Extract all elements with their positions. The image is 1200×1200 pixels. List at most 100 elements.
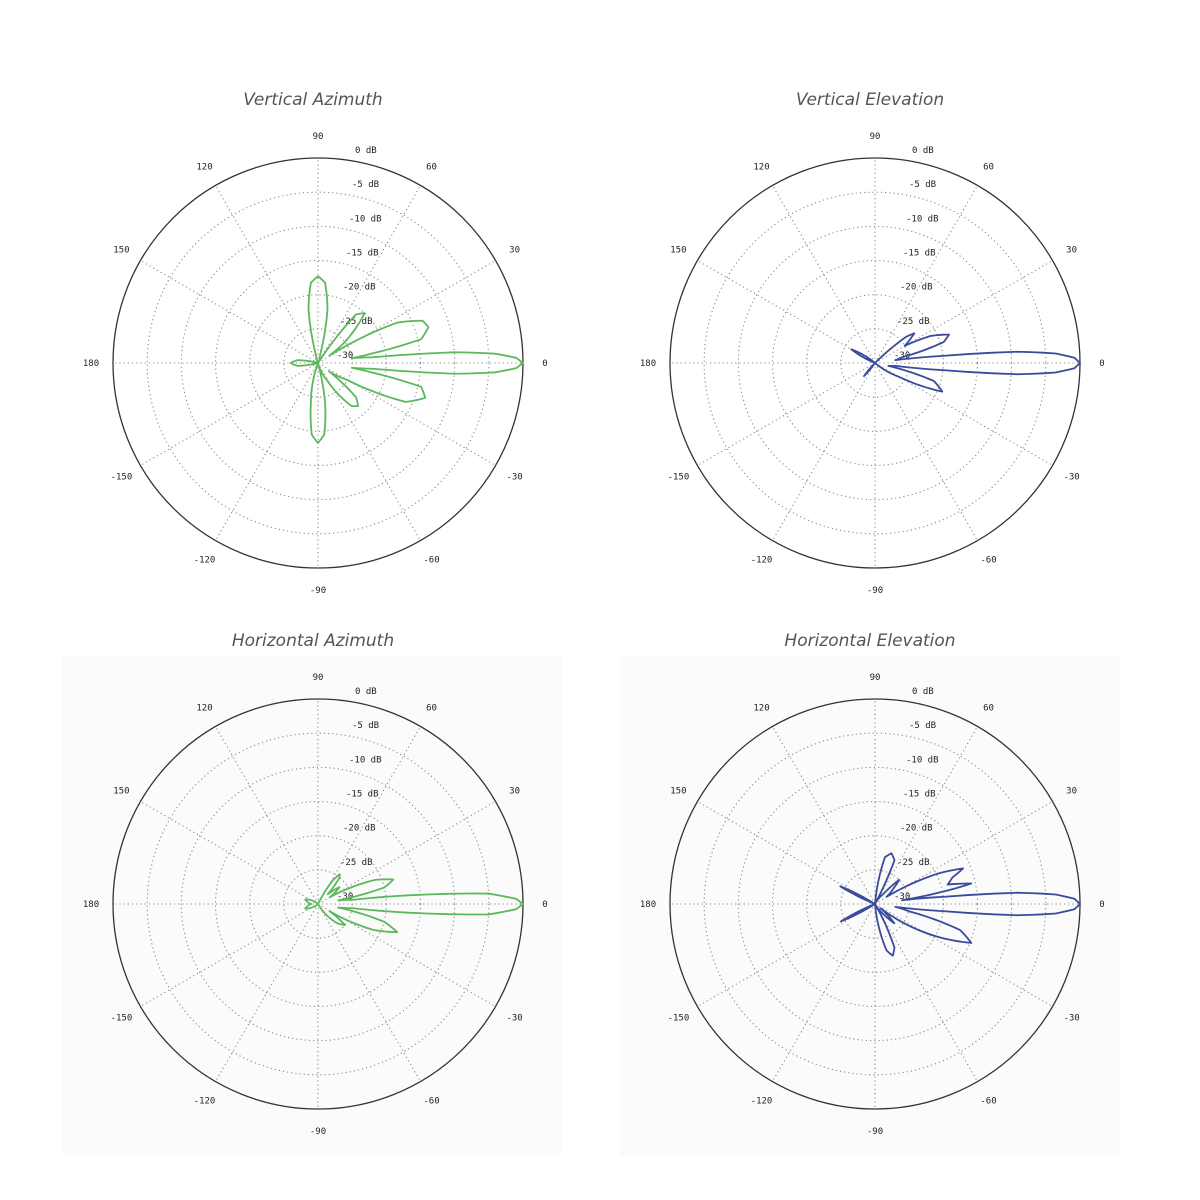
panel-background-bottom-left	[62, 655, 562, 1155]
angle-tick-label: 30	[1066, 787, 1077, 797]
radial-tick-label: -5 dB	[909, 180, 936, 190]
angle-tick-label: -150	[111, 473, 133, 483]
angle-tick-label: -120	[194, 556, 216, 566]
angle-tick-label: -60	[423, 556, 439, 566]
radial-tick-label: -5 dB	[352, 180, 379, 190]
angle-tick-label: 150	[670, 787, 686, 797]
angle-tick-label: -90	[310, 1127, 326, 1137]
angle-tick-label: 150	[113, 787, 129, 797]
angle-tick-label: 120	[753, 703, 769, 713]
radial-tick-label: -15 dB	[346, 249, 379, 259]
grid-spoke	[317, 185, 421, 364]
angle-tick-label: -30	[506, 473, 522, 483]
angle-tick-label: -90	[310, 586, 326, 596]
grid-spoke	[317, 362, 421, 541]
angle-tick-label: 90	[870, 673, 881, 683]
radial-tick-label: -10 dB	[349, 755, 382, 765]
angle-tick-label: 120	[196, 162, 212, 172]
angle-tick-label: 180	[83, 900, 99, 910]
angle-tick-label: 180	[640, 359, 656, 369]
angle-tick-label: 0	[1099, 359, 1104, 369]
radial-tick-label: 0 dB	[355, 687, 377, 697]
angle-tick-label: 90	[313, 132, 324, 142]
angle-tick-label: -90	[867, 1127, 883, 1137]
angle-tick-label: 60	[983, 703, 994, 713]
grid-spoke	[874, 903, 1053, 1007]
grid-ring	[703, 732, 1047, 1076]
angle-tick-label: -150	[111, 1014, 133, 1024]
angle-tick-label: 120	[196, 703, 212, 713]
radial-tick-label: -30	[337, 892, 353, 902]
radial-tick-label: -30	[894, 892, 910, 902]
angle-tick-label: 30	[509, 246, 520, 256]
radial-tick-label: 0 dB	[355, 146, 377, 156]
grid-spoke	[317, 726, 421, 905]
radial-tick-label: -20 dB	[343, 824, 376, 834]
angle-tick-label: -30	[1063, 1014, 1079, 1024]
grid-spoke	[874, 362, 978, 541]
grid-spoke	[215, 726, 319, 905]
radial-tick-label: -25 dB	[897, 858, 930, 868]
grid-spoke	[317, 903, 421, 1082]
chart-title: Horizontal Elevation	[784, 631, 955, 651]
grid-ring	[214, 259, 422, 467]
grid-spoke	[874, 726, 978, 905]
polar-chart: Horizontal Azimuth 0 30 60 90 120 150 180 -150 -1…	[83, 631, 548, 1137]
grid-spoke	[874, 903, 978, 1082]
angle-tick-label: -120	[194, 1097, 216, 1107]
grid-spoke	[772, 185, 876, 364]
radiation-pattern-line	[304, 873, 524, 933]
angle-tick-label: -90	[867, 586, 883, 596]
grid-spoke	[215, 185, 319, 364]
angle-tick-label: 60	[426, 162, 437, 172]
polar-chart: Vertical Azimuth 0 30 60 90 120 150 180 -150 -120…	[83, 90, 548, 596]
grid-spoke	[772, 726, 876, 905]
polar-chart: Vertical Elevation 0 30 60 90 120 150 180 -150 -1…	[640, 90, 1105, 596]
angle-tick-label: -150	[668, 1014, 690, 1024]
grid-spoke	[140, 801, 319, 905]
radial-tick-label: -10 dB	[349, 214, 382, 224]
angle-tick-label: -120	[751, 556, 773, 566]
angle-tick-label: 0	[542, 359, 547, 369]
grid-spoke	[215, 903, 319, 1082]
angle-tick-label: 60	[983, 162, 994, 172]
radial-tick-label: -15 dB	[346, 790, 379, 800]
grid-spoke	[772, 362, 876, 541]
angle-tick-label: 30	[1066, 246, 1077, 256]
angle-tick-label: 30	[509, 787, 520, 797]
radial-tick-label: -25 dB	[340, 858, 373, 868]
grid-ring	[146, 191, 490, 535]
angle-tick-label: -150	[668, 473, 690, 483]
grid-ring	[771, 800, 979, 1008]
angle-tick-label: 150	[113, 246, 129, 256]
grid-spoke	[697, 801, 876, 905]
grid-spoke	[697, 903, 876, 1007]
radial-tick-label: -5 dB	[909, 721, 936, 731]
radial-tick-label: 0 dB	[912, 687, 934, 697]
radial-tick-label: -25 dB	[340, 317, 373, 327]
grid-ring	[737, 225, 1013, 501]
grid-ring	[180, 766, 456, 1042]
radial-tick-label: -20 dB	[343, 283, 376, 293]
radial-tick-label: -25 dB	[897, 317, 930, 327]
angle-tick-label: 60	[426, 703, 437, 713]
grid-spoke	[874, 185, 978, 364]
radial-tick-label: -5 dB	[352, 721, 379, 731]
grid-ring	[146, 732, 490, 1076]
grid-ring	[703, 191, 1047, 535]
angle-tick-label: 180	[83, 359, 99, 369]
radial-tick-label: -10 dB	[906, 755, 939, 765]
grid-spoke	[317, 801, 496, 905]
angle-tick-label: -60	[423, 1097, 439, 1107]
radiation-pattern-line	[289, 275, 524, 444]
angle-tick-label: 120	[753, 162, 769, 172]
grid-ring	[771, 259, 979, 467]
radial-tick-label: -20 dB	[900, 824, 933, 834]
panel-background-bottom-right	[620, 655, 1120, 1155]
radial-tick-label: -30	[894, 351, 910, 361]
angle-tick-label: 0	[542, 900, 547, 910]
grid-spoke	[215, 362, 319, 541]
angle-tick-label: -30	[506, 1014, 522, 1024]
angle-tick-label: -60	[980, 1097, 996, 1107]
